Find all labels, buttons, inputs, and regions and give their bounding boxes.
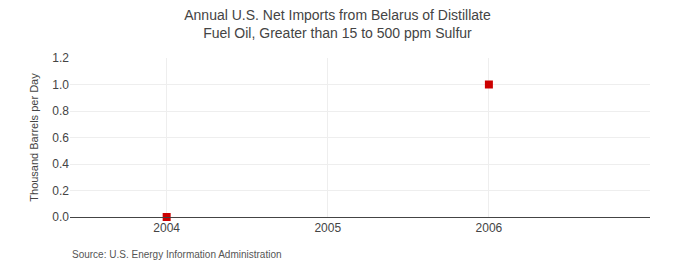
svg-text:2004: 2004: [153, 221, 180, 235]
svg-text:0.2: 0.2: [52, 184, 69, 198]
svg-text:0.0: 0.0: [52, 210, 69, 224]
svg-text:0.8: 0.8: [52, 104, 69, 118]
svg-text:Annual U.S. Net Imports from B: Annual U.S. Net Imports from Belarus of …: [184, 7, 491, 41]
svg-text:2006: 2006: [476, 221, 503, 235]
svg-text:1.0: 1.0: [52, 78, 69, 92]
svg-text:0.4: 0.4: [52, 157, 69, 171]
svg-text:1.2: 1.2: [52, 51, 69, 65]
svg-text:Thousand Barrels per Day: Thousand Barrels per Day: [28, 73, 40, 202]
svg-text:2005: 2005: [314, 221, 341, 235]
svg-text:0.6: 0.6: [52, 131, 69, 145]
svg-text:Source: U.S. Energy Informatio: Source: U.S. Energy Information Administ…: [72, 249, 282, 260]
